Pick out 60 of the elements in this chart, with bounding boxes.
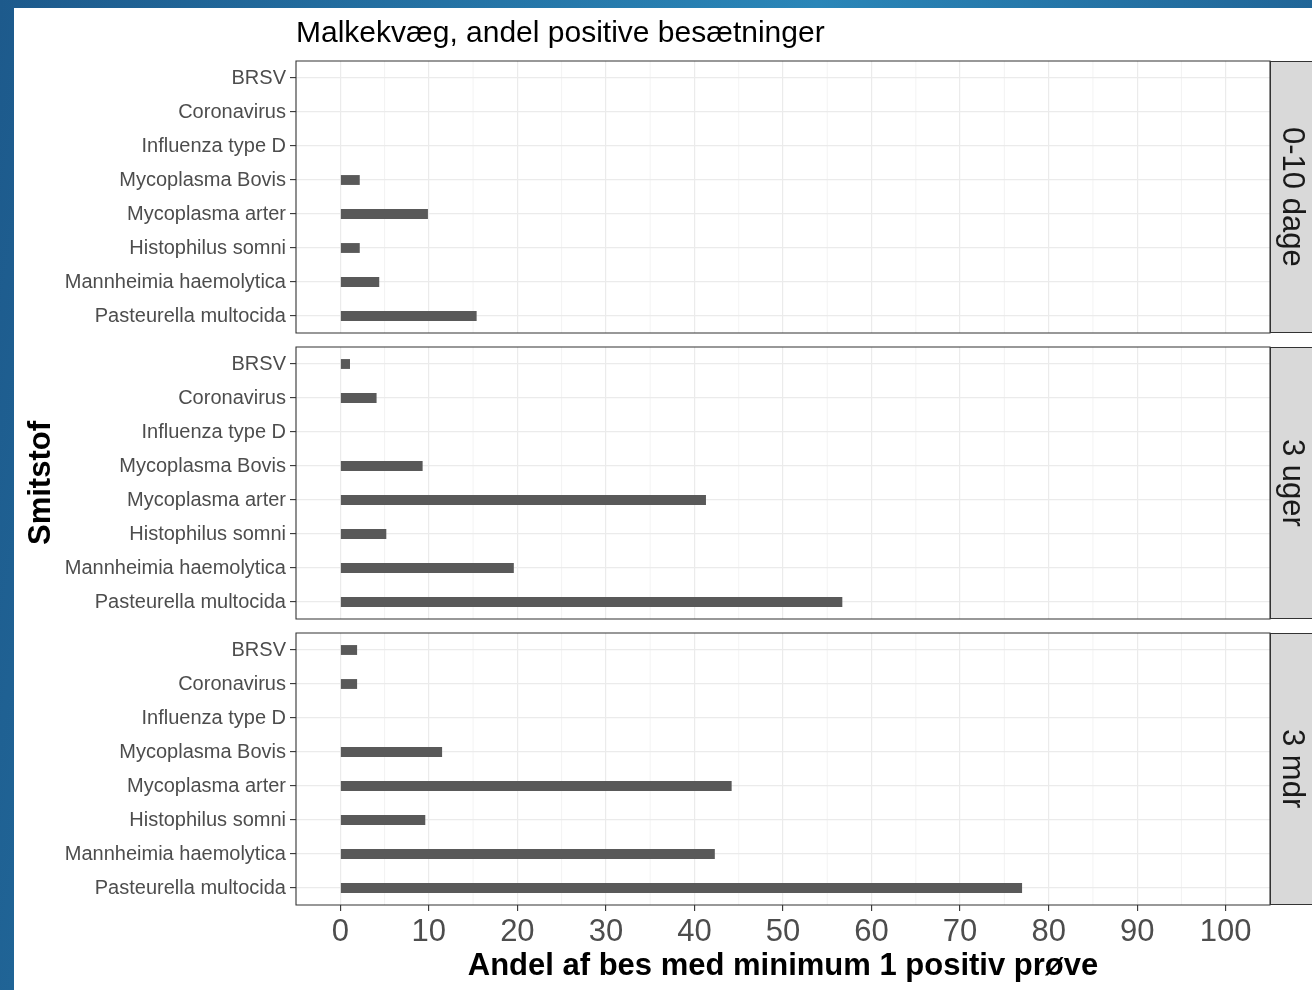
text: 3 mdr — [1275, 729, 1311, 809]
bar — [340, 209, 428, 219]
y-tick-label: Coronavirus — [178, 671, 286, 694]
bar — [340, 495, 706, 505]
x-tick-label: 80 — [1031, 913, 1066, 949]
x-tick-label: 90 — [1119, 913, 1155, 949]
y-tick-label: Mycoplasma Bovis — [119, 167, 286, 190]
y-tick-label: Mycoplasma arter — [127, 487, 287, 510]
y-tick-label: Mannheimia haemolytica — [64, 555, 287, 578]
x-tick-label: 0 — [331, 913, 349, 949]
x-tick-label: 50 — [765, 913, 801, 949]
y-tick-label: Pasteurella multocida — [94, 303, 287, 326]
y-axis-title: Smitstof — [22, 420, 58, 545]
bar — [340, 243, 360, 253]
y-tick-label: Mycoplasma Bovis — [119, 453, 286, 476]
x-tick-label: 100 — [1199, 913, 1252, 949]
bar — [340, 393, 377, 403]
y-tick-label: Mannheimia haemolytica — [64, 269, 287, 292]
x-tick-label: 10 — [411, 913, 447, 949]
bar — [340, 645, 358, 655]
bar — [340, 679, 358, 689]
bar — [340, 563, 514, 573]
bar — [340, 461, 423, 471]
y-tick-label: BRSV — [231, 65, 287, 88]
chart-title: Malkekvæg, andel positive besætninger — [296, 15, 825, 49]
bar — [340, 815, 426, 825]
y-tick-label: Pasteurella multocida — [94, 589, 287, 612]
y-tick-label: Mannheimia haemolytica — [64, 841, 287, 864]
x-tick-label: 40 — [677, 913, 712, 949]
y-tick-label: Histophilus somni — [129, 807, 286, 830]
bar — [340, 781, 732, 791]
y-tick-label: Influenza type D — [141, 705, 286, 728]
y-tick-label: Histophilus somni — [129, 235, 286, 258]
x-tick-label: 30 — [588, 913, 624, 949]
y-tick-label: Histophilus somni — [129, 521, 286, 544]
bar — [340, 597, 843, 607]
text: 3 uger — [1275, 439, 1311, 527]
y-tick-label: BRSV — [231, 351, 287, 374]
y-tick-label: BRSV — [231, 637, 287, 660]
bar — [340, 883, 1023, 893]
bar — [340, 359, 351, 369]
bar — [340, 747, 443, 757]
x-tick-label: 20 — [500, 913, 535, 949]
x-tick-label: 60 — [854, 913, 889, 949]
y-tick-label: Mycoplasma Bovis — [119, 739, 286, 762]
y-tick-label: Mycoplasma arter — [127, 201, 287, 224]
bar — [340, 529, 387, 539]
y-tick-label: Influenza type D — [141, 133, 286, 156]
x-tick-label: 70 — [942, 913, 978, 949]
bar — [340, 849, 715, 859]
y-tick-label: Coronavirus — [178, 385, 286, 408]
y-tick-label: Coronavirus — [178, 99, 286, 122]
y-tick-label: Mycoplasma arter — [127, 773, 287, 796]
bar — [340, 311, 477, 321]
y-tick-label: Pasteurella multocida — [94, 875, 287, 898]
y-tick-label: Influenza type D — [141, 419, 286, 442]
bar — [340, 175, 360, 185]
text: 0-10 dage — [1275, 127, 1311, 267]
x-axis-title: Andel af bes med minimum 1 positiv prøve — [467, 946, 1099, 982]
bar — [340, 277, 380, 287]
